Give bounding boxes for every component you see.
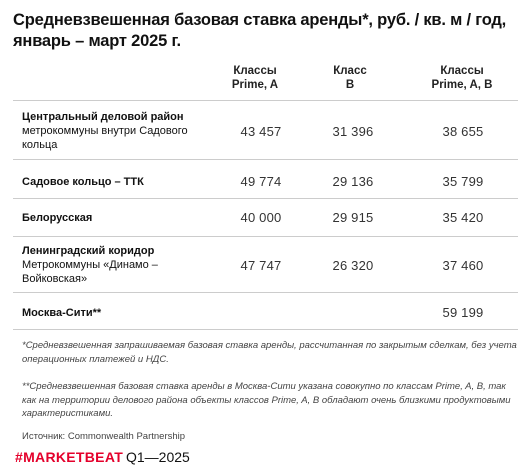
column-header-prime-a: Классы Prime, A	[205, 64, 305, 92]
table-row: Центральный деловой район метрокоммуны в…	[13, 110, 518, 154]
value-prime-a-b: 35 799	[442, 174, 484, 189]
row-subtitle: метрокоммуны внутри Садового кольца	[22, 125, 188, 151]
table-row: Белорусская 40 000 29 915 35 420	[13, 203, 518, 231]
row-title: Ленинградский коридор	[22, 245, 155, 257]
row-divider	[13, 292, 518, 293]
value-prime-a-b: 38 655	[442, 124, 484, 139]
row-subtitle: Метрокоммуны «Динамо – Войковская»	[22, 259, 158, 285]
table-title: Средневзвешенная базовая ставка аренды*,…	[13, 11, 507, 50]
row-label: Центральный деловой район метрокоммуны в…	[22, 110, 222, 152]
footnote-2: **Средневзвешенная базовая ставка аренды…	[22, 381, 511, 419]
value-prime-a: 43 457	[240, 124, 282, 139]
period-label: Q1—2025	[126, 449, 190, 465]
row-title: Садовое кольцо – ТТК	[22, 176, 144, 188]
value-prime-a-b: 59 199	[442, 305, 484, 320]
footnote-1: *Средневзвешенная запрашиваемая базовая …	[22, 340, 517, 365]
value-b: 29 915	[332, 210, 374, 225]
header-divider	[13, 100, 518, 101]
row-divider	[13, 159, 518, 160]
value-prime-a-b: 35 420	[442, 210, 484, 225]
column-header-line2: B	[345, 79, 355, 91]
column-header-b: Класс B	[300, 64, 400, 92]
value-b: 29 136	[332, 174, 374, 189]
value-prime-a: 40 000	[240, 210, 282, 225]
row-title: Белорусская	[22, 212, 93, 224]
row-label: Ленинградский коридор Метрокоммуны «Дина…	[22, 244, 222, 286]
row-label: Садовое кольцо – ТТК	[22, 175, 222, 189]
source-credit: Источник: Commonwealth Partnership	[22, 431, 186, 442]
brand-label: #MARKETBEAT	[15, 449, 124, 465]
table-row: Москва-Сити** 59 199	[13, 298, 518, 326]
table-row: Ленинградский коридор Метрокоммуны «Дина…	[13, 244, 518, 288]
row-label: Москва-Сити**	[22, 306, 222, 320]
value-prime-a-b: 37 460	[442, 258, 484, 273]
row-title: Центральный деловой район	[22, 111, 184, 123]
value-b: 26 320	[332, 258, 374, 273]
row-divider	[13, 236, 518, 237]
column-header-line2: Prime, A, B	[431, 79, 493, 91]
column-header-line2: Prime, A	[231, 79, 279, 91]
table-row: Садовое кольцо – ТТК 49 774 29 136 35 79…	[13, 166, 518, 194]
column-header-prime-a-b: Классы Prime, A, B	[412, 64, 512, 92]
row-divider	[13, 329, 518, 330]
column-header-line1: Классы	[233, 65, 277, 77]
row-divider	[13, 198, 518, 199]
row-label: Белорусская	[22, 211, 222, 225]
value-prime-a: 47 747	[240, 258, 282, 273]
column-header-line1: Класс	[333, 65, 367, 77]
row-title: Москва-Сити**	[22, 307, 102, 319]
column-header-line1: Классы	[440, 65, 484, 77]
value-b: 31 396	[332, 124, 374, 139]
value-prime-a: 49 774	[240, 174, 282, 189]
